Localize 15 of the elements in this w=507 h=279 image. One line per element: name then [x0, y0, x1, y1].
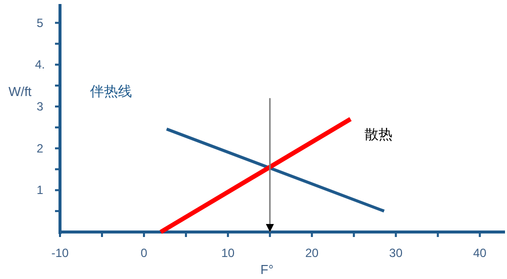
x-tick-label: 40 — [473, 246, 487, 260]
x-tick-label: 20 — [305, 246, 319, 260]
y-axis-title: W/ft — [8, 84, 32, 99]
y-tick-label: 4. — [34, 58, 46, 72]
x-tick-label: 0 — [140, 246, 148, 260]
x-tick-label: 30 — [389, 246, 403, 260]
x-axis-title: F° — [260, 262, 274, 277]
y-tick-label: 5 — [36, 16, 44, 30]
y-tick-label: 2 — [36, 141, 44, 156]
text: 伴热线 — [90, 83, 132, 99]
series-label: 散热 — [364, 126, 393, 142]
y-tick-label: 3 — [36, 99, 44, 114]
y-tick-label: 1 — [36, 183, 44, 198]
x-tick-label: 10 — [221, 246, 235, 260]
x-tick-label: -10 — [51, 246, 69, 260]
